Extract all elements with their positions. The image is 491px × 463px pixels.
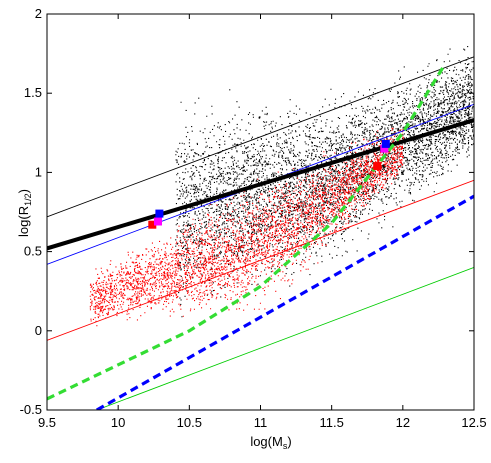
x-tick-label: 10 (111, 415, 125, 430)
red-point-cloud (89, 127, 404, 327)
x-tick-label: 10.5 (177, 415, 202, 430)
bin-marker-3 (155, 209, 164, 218)
y-tick-label: 1 (35, 164, 42, 179)
y-tick-label: 0 (35, 323, 42, 338)
bin-marker-2 (154, 217, 162, 226)
plot-frame (46, 13, 475, 411)
y-axis-label: log(R1/2) (16, 189, 33, 237)
x-tick-label: 11.5 (319, 415, 343, 430)
x-tick-label: 11 (254, 415, 268, 430)
black-point-cloud (175, 46, 474, 318)
x-axis-label: log(Ms) (250, 434, 291, 451)
green-dashed-curve (47, 67, 445, 401)
bin-markers (148, 139, 390, 229)
bin-marker-6 (381, 139, 390, 148)
scatter-clouds (89, 46, 474, 327)
x-tick-label: 12.5 (461, 415, 486, 430)
black-thick-fit-line (47, 118, 474, 251)
y-tick-label: 2 (35, 6, 42, 21)
bin-marker-1 (148, 220, 157, 229)
bin-marker-4 (373, 162, 382, 171)
y-tick-label: 0.5 (24, 244, 42, 259)
fit-lines (47, 56, 474, 410)
black-thin-line (47, 56, 474, 218)
blue-dashed-line (96, 194, 474, 410)
bin-marker-5 (380, 144, 389, 153)
x-tick-label: 9.5 (38, 415, 56, 430)
y-tick-label: -0.5 (20, 402, 42, 417)
axis-ticks: 9.5 10 10.5 11 11.5 12 12.5-0.500.511.52 (20, 6, 487, 430)
green-thin-line (96, 266, 474, 410)
x-tick-label: 12 (396, 415, 410, 430)
red-thin-line (47, 179, 474, 341)
y-tick-label: 1.5 (24, 85, 42, 100)
